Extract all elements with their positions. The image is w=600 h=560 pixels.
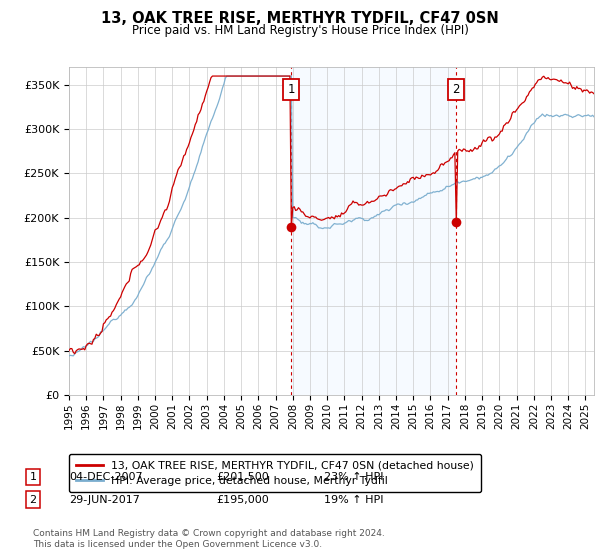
Text: 29-JUN-2017: 29-JUN-2017: [69, 494, 140, 505]
Text: Contains HM Land Registry data © Crown copyright and database right 2024.
This d: Contains HM Land Registry data © Crown c…: [33, 529, 385, 549]
Text: 1: 1: [29, 472, 37, 482]
Legend: 13, OAK TREE RISE, MERTHYR TYDFIL, CF47 0SN (detached house), HPI: Average price: 13, OAK TREE RISE, MERTHYR TYDFIL, CF47 …: [69, 454, 481, 492]
Text: 19% ↑ HPI: 19% ↑ HPI: [324, 494, 383, 505]
Text: 13, OAK TREE RISE, MERTHYR TYDFIL, CF47 0SN: 13, OAK TREE RISE, MERTHYR TYDFIL, CF47 …: [101, 11, 499, 26]
Text: 2: 2: [29, 494, 37, 505]
Text: 1: 1: [287, 83, 295, 96]
Text: 2: 2: [452, 83, 460, 96]
Text: £201,500: £201,500: [216, 472, 269, 482]
Text: 04-DEC-2007: 04-DEC-2007: [69, 472, 143, 482]
Bar: [292, 67, 456, 395]
Text: Price paid vs. HM Land Registry's House Price Index (HPI): Price paid vs. HM Land Registry's House …: [131, 24, 469, 36]
Text: 23% ↑ HPI: 23% ↑ HPI: [324, 472, 383, 482]
Text: £195,000: £195,000: [216, 494, 269, 505]
